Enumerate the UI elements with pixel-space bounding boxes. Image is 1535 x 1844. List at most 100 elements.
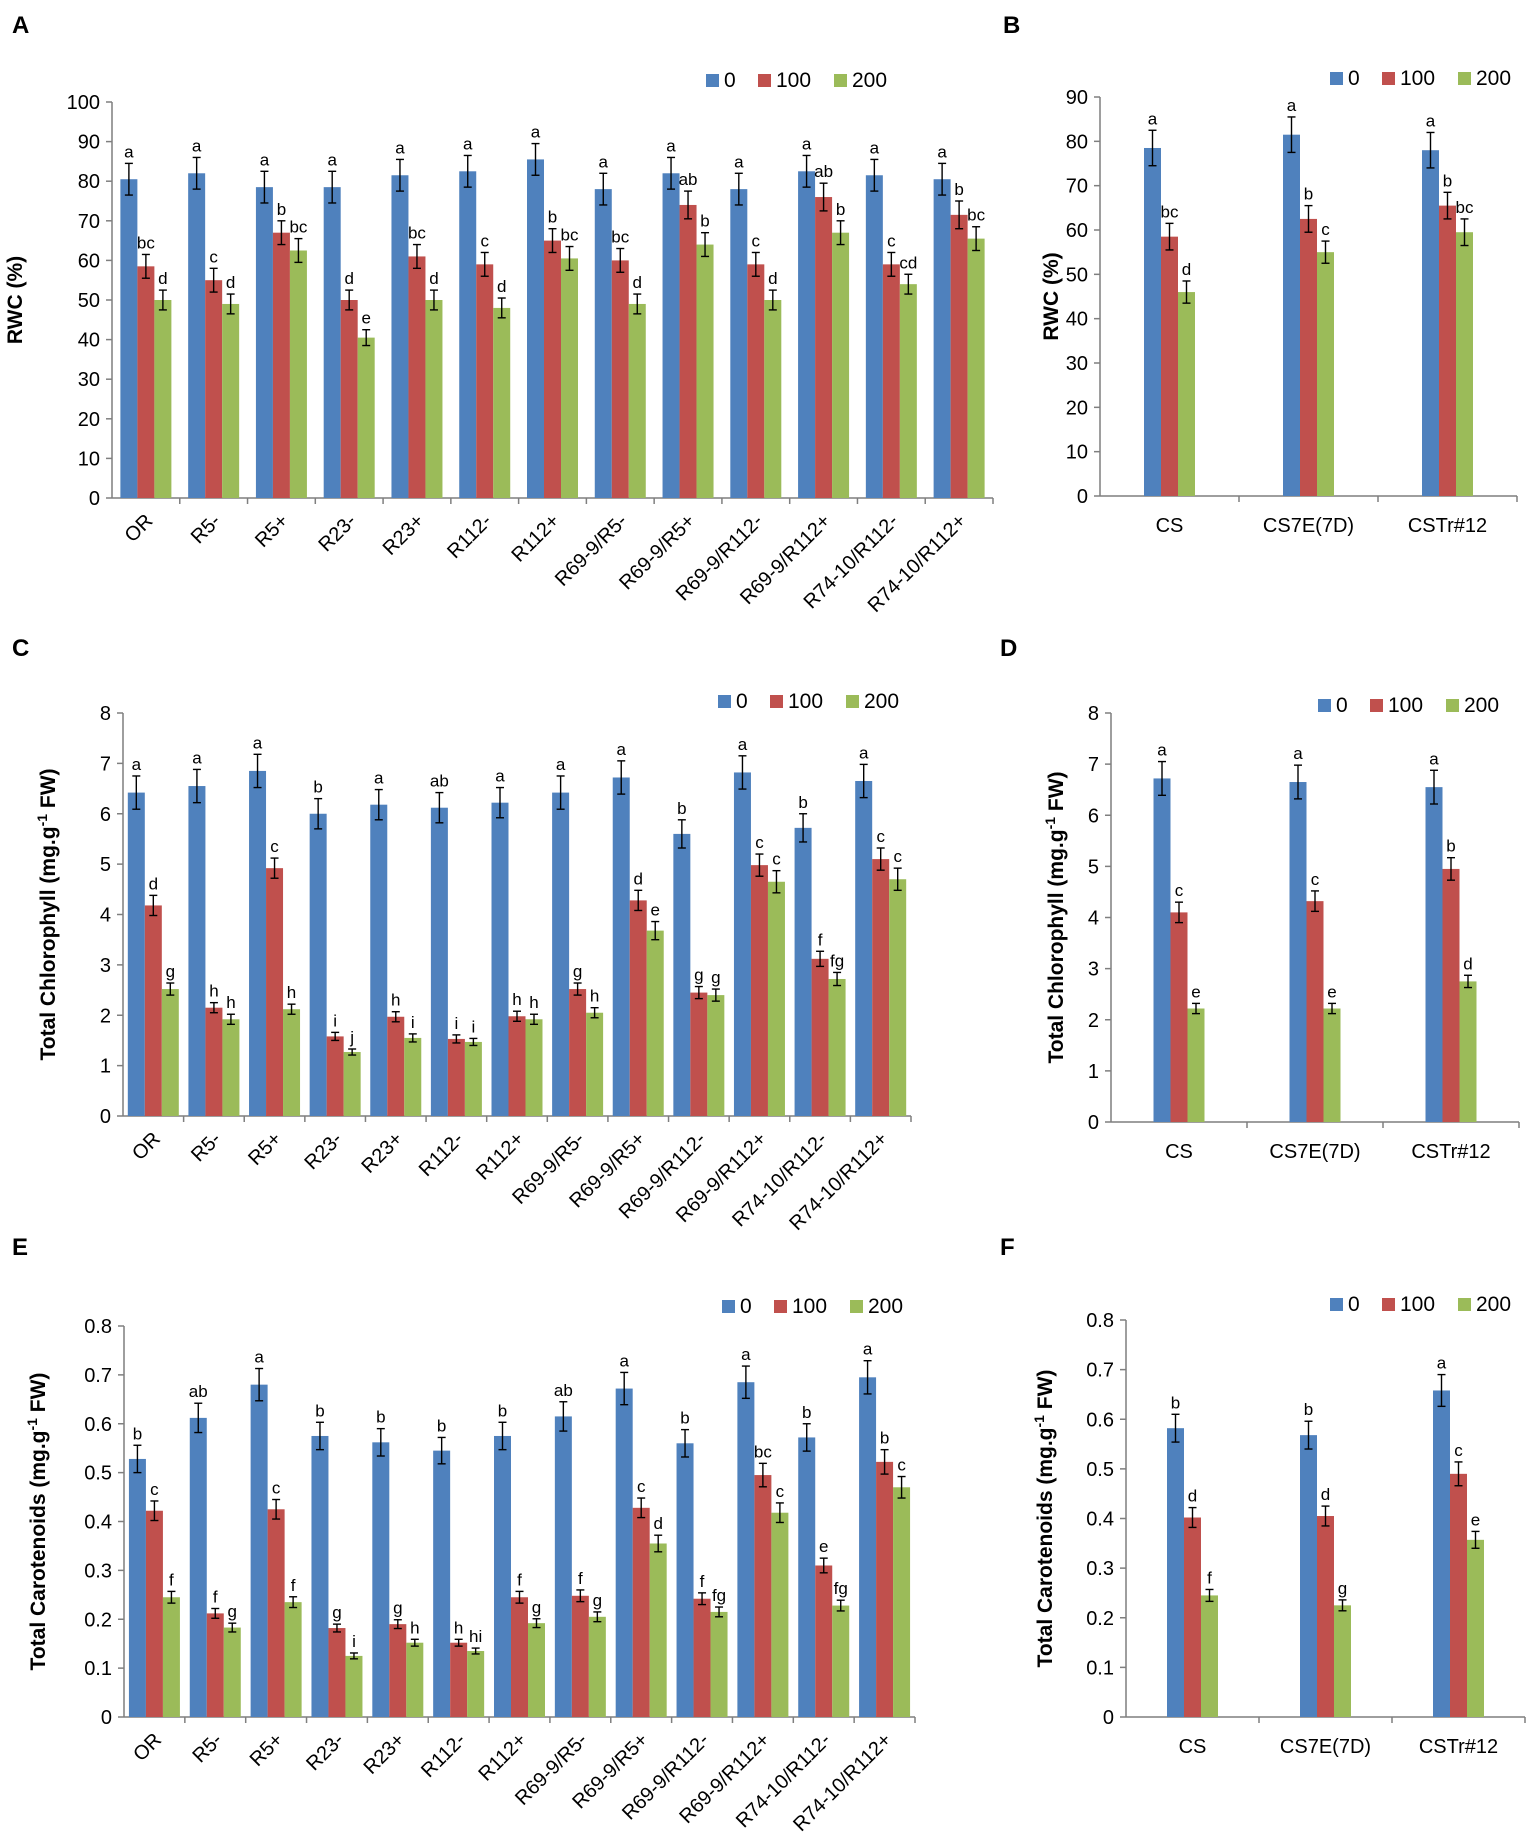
significance-letter: c [150,1480,159,1499]
legend-swatch [718,695,731,708]
y-axis-label-tail: FW) [1034,1370,1057,1415]
significance-letter: h [287,983,296,1002]
significance-letter: c [1454,1441,1463,1460]
bar-a-s0 [459,171,477,499]
significance-letter: c [755,833,764,852]
significance-letter: d [497,277,506,296]
significance-letter: b [798,793,807,812]
legend-entry: 0 [1348,1293,1360,1316]
legend-entry: 0 [724,69,736,92]
bar-e-s100 [145,1510,163,1717]
bar-e-s100 [267,1509,285,1717]
significance-letter: d [149,874,158,893]
bar-e-s0 [433,1450,451,1717]
significance-letter: b [313,778,322,797]
bar-c-s0 [370,804,388,1116]
legend-entry: 0 [740,1295,752,1318]
significance-letter: c [776,1482,785,1501]
significance-letter: d [1321,1485,1330,1504]
bar-d-s0 [1425,787,1443,1122]
y-tick-label: 30 [78,369,100,391]
bar-a-s0 [188,173,206,498]
y-tick-label: 0 [101,1707,112,1729]
significance-letter: d [429,269,438,288]
bar-a-s0 [527,159,544,499]
y-tick-label: 3 [1088,959,1099,981]
y-tick-label: 10 [78,448,100,470]
significance-letter: a [1437,1354,1447,1373]
significance-letter: bc [1161,202,1179,221]
significance-letter: c [897,1456,906,1475]
bar-a-s0 [662,173,680,498]
x-category-label: R112- [417,1729,470,1782]
bar-e-s200 [832,1605,850,1717]
significance-letter: a [463,134,473,153]
y-axis-label-tail: FW) [37,768,60,813]
significance-letter: f [1207,1568,1212,1587]
bar-a-s200 [764,300,782,498]
significance-letter: g [694,966,703,985]
significance-letter: b [437,1416,446,1435]
significance-letter: d [1182,260,1191,279]
bar-a-s200 [967,238,985,498]
y-tick-label: 40 [1066,309,1088,331]
bar-e-s200 [284,1602,302,1717]
y-tick-label: 0.6 [1086,1409,1114,1431]
bar-c-s200 [586,1012,604,1116]
bar-c-s100 [387,1016,405,1116]
significance-letter: bc [137,233,155,252]
significance-letter: b [498,1401,507,1420]
bar-a-s200 [289,250,307,498]
bar-a-s100 [747,264,765,498]
y-tick-label: 0.2 [84,1609,112,1631]
y-tick-label: 4 [100,905,111,927]
y-tick-label: 0 [1077,486,1088,508]
significance-letter: g [1338,1579,1347,1598]
significance-letter: b [1443,171,1452,190]
significance-letter: h [590,987,599,1006]
significance-letter: a [1148,109,1158,128]
legend-swatch [1382,72,1395,85]
x-category-label: CS7E(7D) [1269,1141,1360,1163]
significance-letter: b [954,180,963,199]
significance-letter: c [876,827,885,846]
significance-letter: f [578,1569,583,1588]
legend-swatch [1318,699,1331,712]
significance-letter: f [818,930,823,949]
bar-e-s0 [189,1417,207,1717]
bar-a-s100 [476,264,494,498]
bar-b-s200 [1317,252,1334,496]
significance-letter: a [734,152,744,171]
bar-e-s200 [162,1597,180,1717]
y-tick-label: 0.4 [1086,1509,1114,1531]
significance-letter: d [633,273,642,292]
bar-c-s0 [794,827,812,1116]
significance-letter: d [344,269,353,288]
bar-e-s200 [710,1611,728,1717]
bar-a-s200 [561,258,578,498]
y-tick-label: 0.5 [84,1463,112,1485]
significance-letter: a [1429,749,1439,768]
significance-letter: e [1471,1510,1480,1529]
bar-c-s100 [326,1036,344,1116]
legend-swatch [774,1300,787,1313]
y-tick-label: 30 [1066,353,1088,375]
bar-f-s0 [1300,1435,1317,1717]
significance-letter: h [512,990,521,1009]
x-category-label: R5- [188,1729,226,1767]
bar-a-s100 [137,266,155,498]
bar-a-s200 [154,300,172,498]
significance-letter: b [133,1424,142,1443]
bar-a-s200 [832,232,850,498]
significance-letter: b [1304,1400,1313,1419]
bar-c-s0 [733,772,751,1116]
x-category-label: R112- [443,510,496,563]
y-axis-label-superscript: -1 [24,1418,40,1431]
panel-f: F 0 0.1 0.2 0.3 0.4 0.5 0.6 0.7 0.8 Total Caroteno… [1000,1234,1526,1758]
significance-letter: a [802,134,812,153]
panel-label: E [12,1234,28,1261]
bar-a-s100 [815,197,833,499]
legend-entry: 0 [1348,67,1360,90]
bar-b-s200 [1178,292,1195,496]
